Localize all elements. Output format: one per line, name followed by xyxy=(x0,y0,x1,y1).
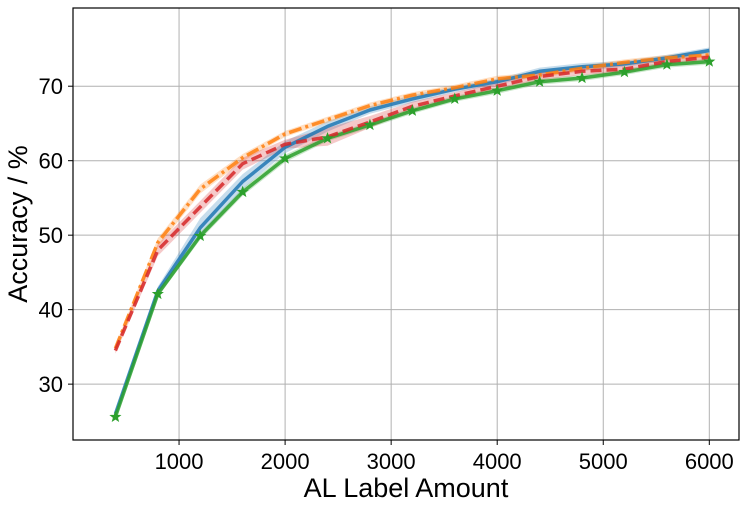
plot-frame xyxy=(72,7,740,441)
x-axis-ticks: 1000 2000 3000 4000 5000 6000 xyxy=(155,440,734,474)
grid-lines xyxy=(73,8,739,440)
series-2-point xyxy=(618,65,631,78)
series-2-point xyxy=(363,118,376,131)
y-tick-label: 30 xyxy=(39,372,63,397)
x-tick-label: 6000 xyxy=(685,449,734,474)
y-tick-label: 50 xyxy=(39,223,63,248)
series-2-point xyxy=(448,92,461,105)
series-2-point xyxy=(279,152,292,164)
x-tick-label: 3000 xyxy=(367,449,416,474)
series-1-line xyxy=(113,53,710,350)
series-2-point xyxy=(660,58,673,70)
series-2-point xyxy=(575,71,589,84)
y-tick-label: 60 xyxy=(39,149,63,174)
x-tick-label: 5000 xyxy=(579,449,628,474)
y-tick-label: 40 xyxy=(39,298,63,323)
y-tick-label: 70 xyxy=(39,74,63,99)
series-2-point xyxy=(194,229,207,242)
x-tick-label: 2000 xyxy=(261,449,310,474)
series-2-point xyxy=(491,84,504,96)
series-2-point xyxy=(109,410,122,423)
x-tick-label: 4000 xyxy=(473,449,522,474)
series-2-point xyxy=(236,185,249,198)
series-2-point xyxy=(406,104,419,116)
x-axis-title: AL Label Amount xyxy=(304,473,509,503)
y-axis-ticks: 30 40 50 60 70 xyxy=(39,74,73,397)
x-tick-label: 1000 xyxy=(155,449,204,474)
series-2-point xyxy=(703,55,716,67)
y-axis-title: Accuracy / % xyxy=(3,145,33,303)
series-2-point xyxy=(321,131,334,144)
series-2-point xyxy=(151,287,164,300)
series-markers xyxy=(109,55,716,423)
series-2-point xyxy=(533,75,546,87)
